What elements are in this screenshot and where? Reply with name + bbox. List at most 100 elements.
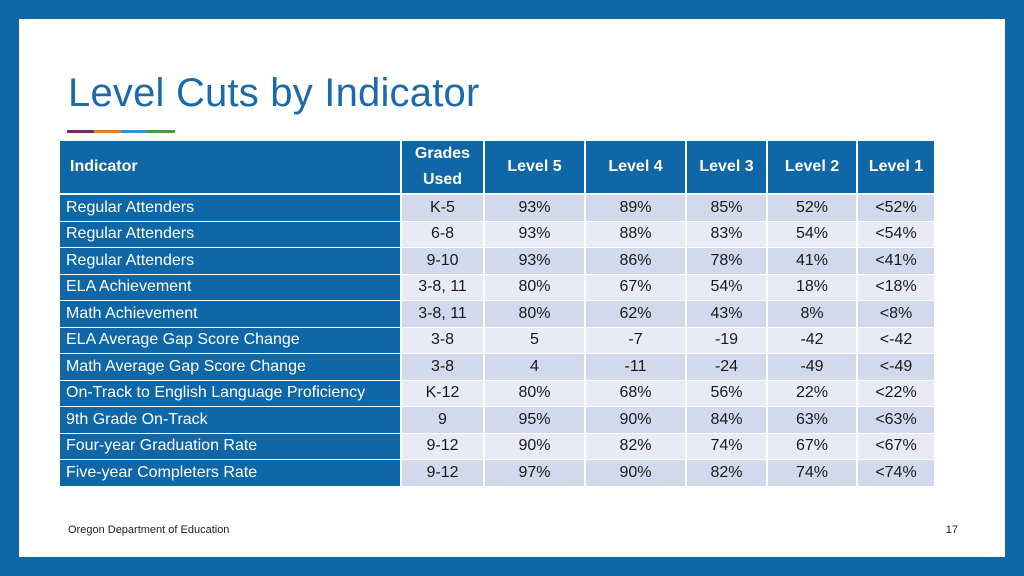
- cell-level5: 80%: [483, 380, 585, 407]
- table-row: ELA Average Gap Score Change 3-8 5 -7 -19 -42…: [60, 327, 934, 354]
- cell-level4: -11: [584, 353, 686, 381]
- cell-level2: -42: [766, 327, 857, 354]
- cell-indicator: 9th Grade On-Track: [60, 406, 401, 434]
- cell-level3: 78%: [685, 247, 767, 275]
- cell-level4: 90%: [584, 459, 686, 487]
- cell-grades: K-5: [400, 194, 484, 222]
- table-row: Math Average Gap Score Change 3-8 4 -11 -24-…: [60, 353, 934, 381]
- cell-level5: 4: [483, 353, 585, 381]
- accent-segment: [67, 130, 94, 133]
- cell-level3: 82%: [685, 459, 767, 487]
- header-indicator: Indicator: [60, 141, 401, 195]
- slide: Level Cuts by Indicator Indicator Grades…: [19, 19, 1005, 557]
- cell-level5: 97%: [483, 459, 585, 487]
- cell-level2: 18%: [766, 274, 857, 301]
- cell-level1: <-49: [856, 353, 934, 381]
- header-level1: Level 1: [856, 141, 934, 195]
- cell-level3: 74%: [685, 433, 767, 460]
- header-level3: Level 3: [685, 141, 767, 195]
- cell-level5: 93%: [483, 247, 585, 275]
- cell-level2: 63%: [766, 406, 857, 434]
- table-row: Regular Attenders 9-10 93% 86% 78% 41% <41%: [60, 247, 934, 275]
- table-row: ELA Achievement 3-8, 11 80% 67% 54% 18% <18%: [60, 274, 934, 301]
- cell-indicator: ELA Average Gap Score Change: [60, 327, 401, 354]
- cell-level4: -7: [584, 327, 686, 354]
- cell-level2: 22%: [766, 380, 857, 407]
- cell-indicator: Regular Attenders: [60, 194, 401, 222]
- cell-level4: 89%: [584, 194, 686, 222]
- cell-grades: 9: [400, 406, 484, 434]
- cell-level2: 52%: [766, 194, 857, 222]
- accent-segment: [94, 130, 121, 133]
- title-accent-bar: [67, 130, 175, 133]
- header-level4: Level 4: [584, 141, 686, 195]
- cell-level4: 82%: [584, 433, 686, 460]
- header-level5: Level 5: [483, 141, 585, 195]
- cell-level2: 41%: [766, 247, 857, 275]
- cell-indicator: On-Track to English Language Proficiency: [60, 380, 401, 407]
- accent-segment: [121, 130, 148, 133]
- header-grades-used: Grades Used: [400, 141, 484, 195]
- cell-level2: 8%: [766, 300, 857, 328]
- cell-level2: 67%: [766, 433, 857, 460]
- cell-level3: 56%: [685, 380, 767, 407]
- cell-level2: 54%: [766, 221, 857, 248]
- cell-indicator: Four-year Graduation Rate: [60, 433, 401, 460]
- cell-level5: 80%: [483, 274, 585, 301]
- page-number: 17: [945, 524, 958, 536]
- cell-indicator: Regular Attenders: [60, 247, 401, 275]
- cell-level4: 90%: [584, 406, 686, 434]
- cell-grades: 3-8, 11: [400, 274, 484, 301]
- table-row: Math Achievement 3-8, 11 80% 62% 43% 8% <8%: [60, 300, 934, 328]
- accent-segment: [148, 130, 175, 133]
- cell-grades: 9-12: [400, 433, 484, 460]
- header-grades-line2: Used: [422, 171, 463, 188]
- slide-title: Level Cuts by Indicator: [68, 71, 480, 115]
- cell-level1: <41%: [856, 247, 934, 275]
- cell-level5: 93%: [483, 194, 585, 222]
- cell-level1: <22%: [856, 380, 934, 407]
- cell-level4: 67%: [584, 274, 686, 301]
- cell-level5: 90%: [483, 433, 585, 460]
- cell-level1: <74%: [856, 459, 934, 487]
- cell-grades: 3-8, 11: [400, 300, 484, 328]
- cell-level1: <63%: [856, 406, 934, 434]
- table-row: 9th Grade On-Track 9 95% 90% 84% 63% <63%: [60, 406, 934, 434]
- cell-level5: 5: [483, 327, 585, 354]
- cell-level1: <18%: [856, 274, 934, 301]
- cell-level2: -49: [766, 353, 857, 381]
- cell-level3: 84%: [685, 406, 767, 434]
- cell-level4: 88%: [584, 221, 686, 248]
- cell-level4: 62%: [584, 300, 686, 328]
- cell-level3: 83%: [685, 221, 767, 248]
- cell-grades: 3-8: [400, 327, 484, 354]
- header-grades-line1: Grades: [414, 145, 471, 162]
- cell-indicator: Math Achievement: [60, 300, 401, 328]
- cell-indicator: Math Average Gap Score Change: [60, 353, 401, 381]
- cell-level4: 86%: [584, 247, 686, 275]
- cell-level3: 54%: [685, 274, 767, 301]
- level-cuts-table: Indicator Grades Used Level 5 Level 4 Le…: [60, 141, 934, 487]
- cell-grades: 9-10: [400, 247, 484, 275]
- cell-indicator: Five-year Completers Rate: [60, 459, 401, 487]
- table-header-row: Indicator Grades Used Level 5 Level 4 Le…: [60, 141, 934, 195]
- cell-grades: 6-8: [400, 221, 484, 248]
- cell-level2: 74%: [766, 459, 857, 487]
- cell-level1: <8%: [856, 300, 934, 328]
- cell-level1: <52%: [856, 194, 934, 222]
- cell-grades: 3-8: [400, 353, 484, 381]
- table-row: Regular Attenders 6-8 93% 88% 83% 54% <54%: [60, 221, 934, 248]
- table-row: Regular Attenders K-5 93% 89% 85% 52% <52%: [60, 194, 934, 222]
- cell-grades: K-12: [400, 380, 484, 407]
- cell-level4: 68%: [584, 380, 686, 407]
- cell-level1: <54%: [856, 221, 934, 248]
- footer-organization: Oregon Department of Education: [68, 524, 230, 536]
- cell-level1: <-42: [856, 327, 934, 354]
- cell-level1: <67%: [856, 433, 934, 460]
- cell-level5: 93%: [483, 221, 585, 248]
- table-row: Four-year Graduation Rate 9-12 90% 82% 74% 67…: [60, 433, 934, 460]
- cell-level3: -19: [685, 327, 767, 354]
- cell-grades: 9-12: [400, 459, 484, 487]
- table-row: On-Track to English Language Proficiency…: [60, 380, 934, 407]
- cell-level3: -24: [685, 353, 767, 381]
